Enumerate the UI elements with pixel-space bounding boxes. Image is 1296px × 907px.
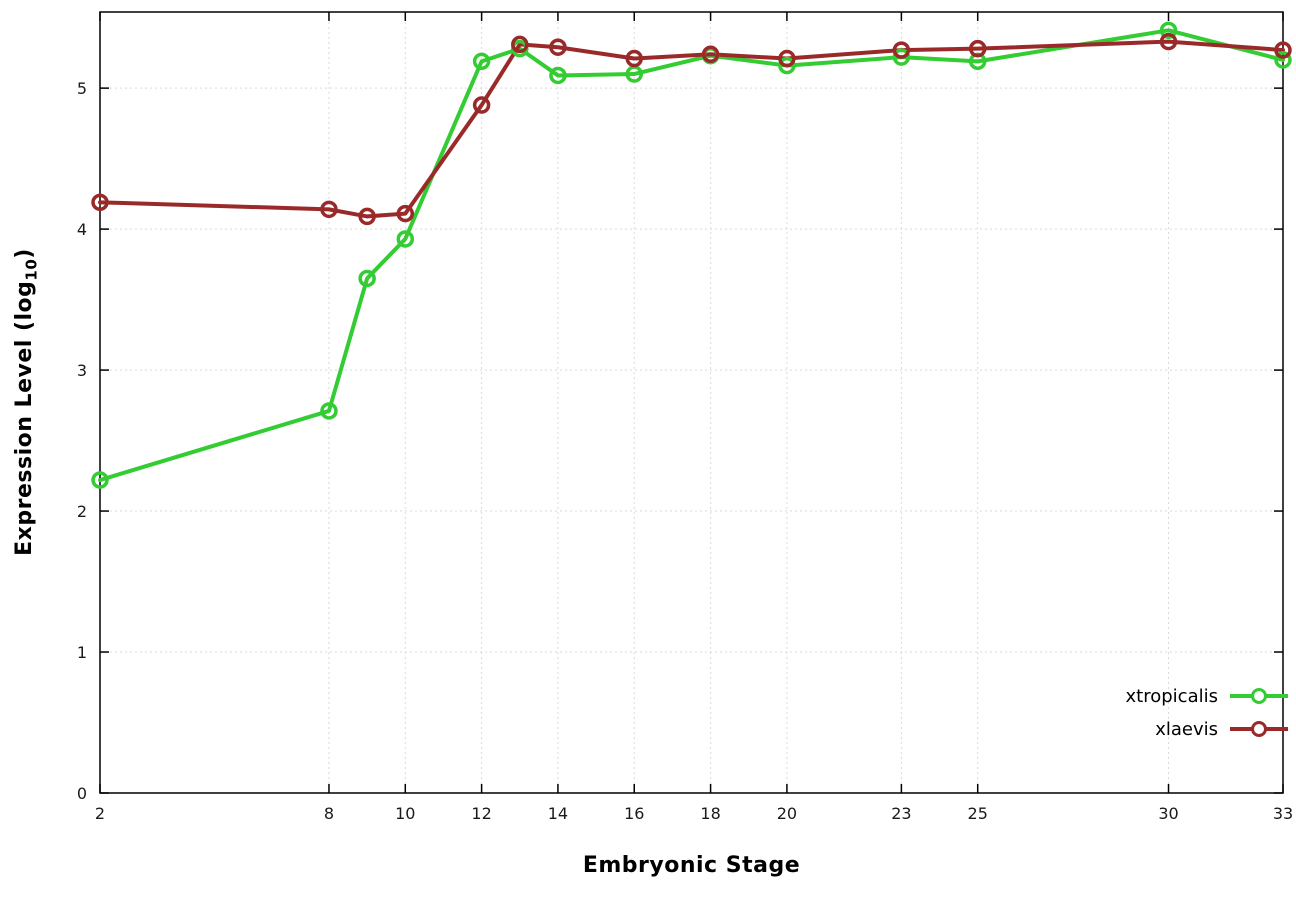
y-axis-title-subscript: 10 [22,258,41,281]
data-point-xlaevis [320,200,338,219]
legend-sample-xtropicalis [1230,687,1288,705]
y-tick-label: 3 [77,361,87,380]
data-point-xtropicalis [1274,51,1292,69]
x-tick-label: 18 [700,804,720,823]
y-axis-title-text: Expression Level (log [12,280,37,556]
data-point-xlaevis [1274,41,1292,59]
x-tick-label: 30 [1158,804,1178,823]
data-point-xlaevis [625,49,644,68]
series-xtropicalis [98,28,1285,483]
grid [99,12,1284,794]
x-tick-label: 16 [624,804,644,823]
x-tick-label: 23 [891,804,911,823]
series-xlaevis [98,39,1285,219]
data-point-xtropicalis [1159,21,1178,40]
x-tick-label: 25 [968,804,988,823]
data-point-xlaevis [549,38,567,56]
y-axis-title: Expression Level (log10) [12,248,40,556]
x-tick-label: 2 [95,804,105,823]
legend-label-xlaevis: xlaevis [1155,718,1218,740]
series-xtropicalis-points [91,21,1292,489]
legend: xtropicalis xlaevis [1126,684,1288,741]
x-tick-label: 33 [1273,804,1293,823]
x-tick-label: 8 [324,804,334,823]
x-tick-label: 14 [548,804,568,823]
x-tick-label: 12 [471,804,491,823]
data-point-xlaevis [1159,32,1178,51]
y-tick-label: 2 [77,502,87,521]
data-point-xlaevis [358,207,376,226]
series-xlaevis-points [91,32,1292,226]
y-tick-label: 5 [77,79,87,98]
data-point-xtropicalis [549,66,567,85]
legend-item-xlaevis: xlaevis [1155,717,1288,741]
data-point-xlaevis [472,96,491,114]
y-axis-title-suffix: ) [12,248,37,259]
series-xlaevis-line [98,39,1285,219]
data-point-xtropicalis [396,230,415,248]
data-point-xlaevis [396,204,415,223]
y-tick-label: 1 [77,643,87,662]
data-point-xtropicalis [91,471,109,489]
data-point-xlaevis [91,193,109,212]
legend-marker-icon [1251,688,1267,704]
legend-item-xtropicalis: xtropicalis [1126,684,1288,708]
x-axis-title: Embryonic Stage [582,853,801,878]
series-xtropicalis-line [98,28,1285,483]
legend-marker-icon [1251,721,1267,737]
x-tick-label: 10 [395,804,415,823]
data-point-xtropicalis [778,56,796,75]
data-point-xlaevis [778,49,796,68]
data-point-xtropicalis [472,52,491,71]
data-point-xtropicalis [892,48,911,66]
data-point-xtropicalis [358,269,376,288]
x-tick-label: 20 [777,804,797,823]
legend-label-xtropicalis: xtropicalis [1125,685,1218,707]
data-point-xlaevis [511,35,529,54]
data-point-xlaevis [892,41,911,59]
plot-border [99,11,1284,794]
data-point-xtropicalis [320,402,338,420]
y-tick-label: 0 [77,784,87,803]
data-point-xlaevis [968,39,987,58]
data-point-xlaevis [701,45,720,64]
axis-ticks [99,12,1284,794]
y-tick-label: 4 [77,220,87,239]
legend-sample-xlaevis [1230,720,1288,738]
